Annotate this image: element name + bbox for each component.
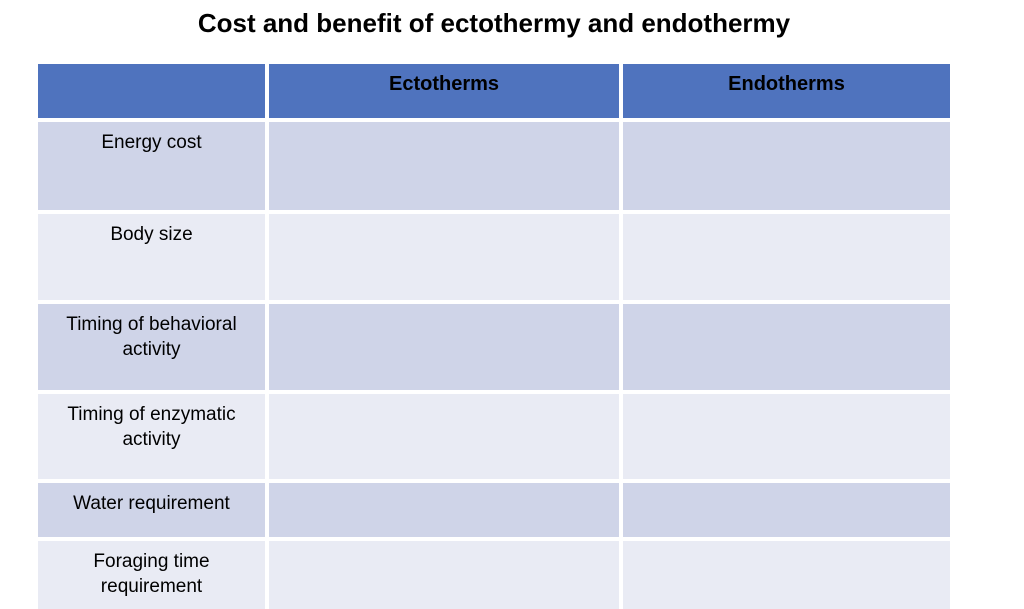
cell-water-requirement-endotherms xyxy=(623,483,950,537)
row-label-body-size: Body size xyxy=(38,214,265,300)
row-label-energy-cost: Energy cost xyxy=(38,122,265,210)
cell-foraging-time-endotherms xyxy=(623,541,950,609)
cell-water-requirement-ectotherms xyxy=(269,483,619,537)
cell-timing-enzymatic-ectotherms xyxy=(269,394,619,479)
header-cell-endotherms: Endotherms xyxy=(623,64,950,118)
row-label-timing-behavioral-activity: Timing of behavioral activity xyxy=(38,304,265,390)
header-cell-corner xyxy=(38,64,265,118)
comparison-table: Ectotherms Endotherms Energy cost Body s… xyxy=(38,64,950,609)
cell-energy-cost-endotherms xyxy=(623,122,950,210)
cell-timing-behavioral-ectotherms xyxy=(269,304,619,390)
row-label-foraging-time-requirement: Foraging time requirement xyxy=(38,541,265,609)
page-title: Cost and benefit of ectothermy and endot… xyxy=(197,8,791,38)
cell-energy-cost-ectotherms xyxy=(269,122,619,210)
header-cell-ectotherms: Ectotherms xyxy=(269,64,619,118)
cell-body-size-ectotherms xyxy=(269,214,619,300)
cell-timing-enzymatic-endotherms xyxy=(623,394,950,479)
row-label-timing-enzymatic-activity: Timing of enzymatic activity xyxy=(38,394,265,479)
cell-foraging-time-ectotherms xyxy=(269,541,619,609)
cell-timing-behavioral-endotherms xyxy=(623,304,950,390)
row-label-water-requirement: Water requirement xyxy=(38,483,265,537)
cell-body-size-endotherms xyxy=(623,214,950,300)
